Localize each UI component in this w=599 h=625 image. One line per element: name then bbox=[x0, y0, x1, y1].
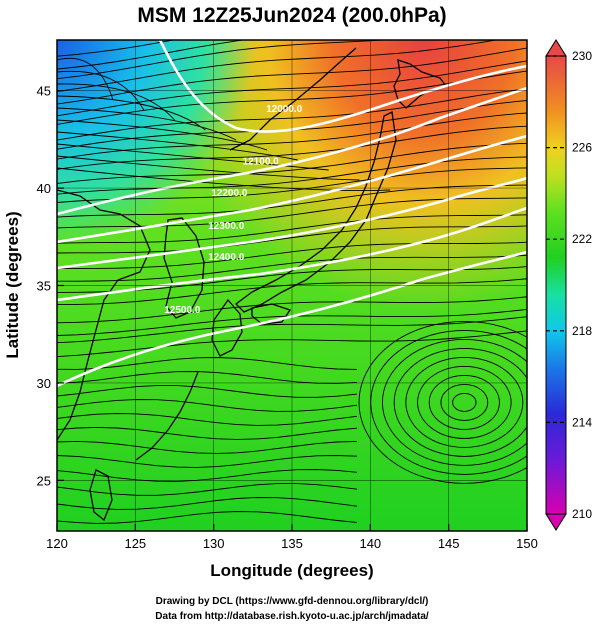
streamline bbox=[57, 296, 527, 324]
colorbar-bar bbox=[545, 55, 567, 515]
streamline bbox=[57, 254, 527, 282]
x-tick-label: 120 bbox=[46, 536, 68, 551]
streamline bbox=[57, 107, 237, 141]
colorbar-min-arrow bbox=[545, 513, 567, 531]
streamline bbox=[57, 385, 358, 398]
x-tick-label: 145 bbox=[438, 536, 460, 551]
contour-line bbox=[57, 86, 527, 216]
streamline bbox=[57, 241, 527, 269]
contour-line bbox=[57, 250, 527, 388]
streamline bbox=[57, 371, 358, 384]
streamline bbox=[57, 88, 527, 141]
streamline bbox=[57, 119, 268, 151]
streamline bbox=[57, 47, 527, 105]
streamline bbox=[57, 413, 358, 426]
y-tick-label: 30 bbox=[37, 376, 51, 391]
streamline bbox=[57, 330, 527, 358]
coastlines bbox=[57, 47, 448, 522]
colorbar: 230 226 222 218 214 210 bbox=[545, 39, 592, 531]
streamline bbox=[57, 214, 527, 244]
coastline-ryukyu bbox=[135, 371, 199, 461]
streamline bbox=[57, 440, 358, 454]
streamline bbox=[57, 142, 527, 185]
coastline-sakhalin-primorye bbox=[229, 47, 357, 151]
contour-label: 12200.0 bbox=[211, 188, 248, 199]
x-tick-label: 150 bbox=[516, 536, 538, 551]
chart-title: MSM 12Z25Jun2024 (200.0hPa) bbox=[137, 4, 446, 27]
x-axis-ticks: 120 125 130 135 140 145 150 bbox=[46, 524, 538, 551]
streamline bbox=[57, 357, 358, 370]
colorbar-ticks: 230 226 222 218 214 210 bbox=[546, 49, 592, 521]
colorbar-tick-label: 218 bbox=[572, 324, 592, 338]
streamline bbox=[57, 83, 175, 121]
streamlines bbox=[57, 40, 527, 524]
streamline bbox=[452, 392, 477, 412]
contour-line bbox=[57, 176, 527, 270]
colorbar-tick-label: 214 bbox=[572, 415, 592, 429]
y-tick-label: 40 bbox=[37, 181, 51, 196]
streamline bbox=[57, 95, 206, 131]
streamline bbox=[57, 40, 499, 92]
streamline bbox=[57, 112, 527, 160]
coastline-shikoku bbox=[251, 303, 292, 325]
contour-label: 12400.0 bbox=[208, 252, 245, 263]
streamline bbox=[417, 365, 512, 439]
contour-line bbox=[158, 40, 527, 133]
coastline-taiwan bbox=[89, 469, 113, 522]
streamline bbox=[440, 383, 489, 421]
streamline bbox=[57, 426, 358, 440]
coastline-honshu bbox=[235, 111, 397, 313]
contour-labels: 12000.0 12100.0 12200.0 12300.0 12400.0 12500… bbox=[164, 104, 302, 316]
y-tick-label: 35 bbox=[37, 279, 51, 294]
streamline bbox=[57, 156, 527, 195]
y-tick-label: 25 bbox=[37, 473, 51, 488]
y-axis-label: Latitude (degrees) bbox=[3, 211, 22, 358]
credit-line-2: Data from http://database.rish.kyoto-u.a… bbox=[155, 611, 429, 622]
streamline bbox=[57, 40, 391, 80]
streamline bbox=[57, 167, 391, 191]
x-tick-label: 140 bbox=[359, 536, 381, 551]
x-tick-label: 130 bbox=[203, 536, 225, 551]
credit-line-1: Drawing by DCL (https://www.gfd-dennou.o… bbox=[156, 596, 429, 607]
streamline bbox=[57, 131, 298, 161]
y-axis-ticks: 25 30 35 40 45 bbox=[37, 84, 64, 488]
coastline-mainland-china bbox=[57, 189, 151, 441]
contour-line bbox=[57, 206, 527, 302]
colorbar-tick-label: 210 bbox=[572, 507, 592, 521]
streamline bbox=[370, 329, 527, 475]
streamline bbox=[57, 143, 329, 171]
streamline bbox=[405, 356, 524, 448]
streamline bbox=[382, 338, 527, 466]
streamline bbox=[57, 316, 527, 344]
grid-lines bbox=[57, 40, 527, 531]
streamline bbox=[57, 40, 176, 57]
contour-label: 12000.0 bbox=[266, 104, 303, 115]
streamline bbox=[57, 455, 358, 468]
colorbar-tick-label: 222 bbox=[572, 232, 592, 246]
streamline bbox=[428, 374, 500, 430]
streamline bbox=[393, 347, 527, 457]
y-tick-label: 45 bbox=[37, 84, 51, 99]
colorbar-max-arrow bbox=[545, 39, 567, 57]
plot-area: 12000.0 12100.0 12200.0 12300.0 12400.0 12500… bbox=[57, 40, 527, 531]
colorbar-tick-label: 230 bbox=[572, 49, 592, 63]
contour-line bbox=[57, 134, 527, 244]
streamline bbox=[57, 70, 145, 111]
colorbar-tick-label: 226 bbox=[572, 141, 592, 155]
contour-label: 12500.0 bbox=[164, 305, 201, 316]
streamline bbox=[358, 320, 527, 484]
streamline bbox=[57, 60, 527, 117]
height-contours bbox=[57, 40, 527, 388]
x-axis-label: Longitude (degrees) bbox=[210, 561, 373, 580]
contour-label: 12100.0 bbox=[243, 157, 280, 168]
streamline bbox=[57, 399, 358, 412]
contour-label: 12300.0 bbox=[208, 221, 245, 232]
streamline bbox=[57, 511, 358, 524]
x-tick-label: 125 bbox=[124, 536, 146, 551]
x-tick-label: 135 bbox=[281, 536, 303, 551]
streamline bbox=[57, 40, 246, 70]
streamline bbox=[57, 225, 527, 254]
streamline bbox=[57, 497, 358, 510]
